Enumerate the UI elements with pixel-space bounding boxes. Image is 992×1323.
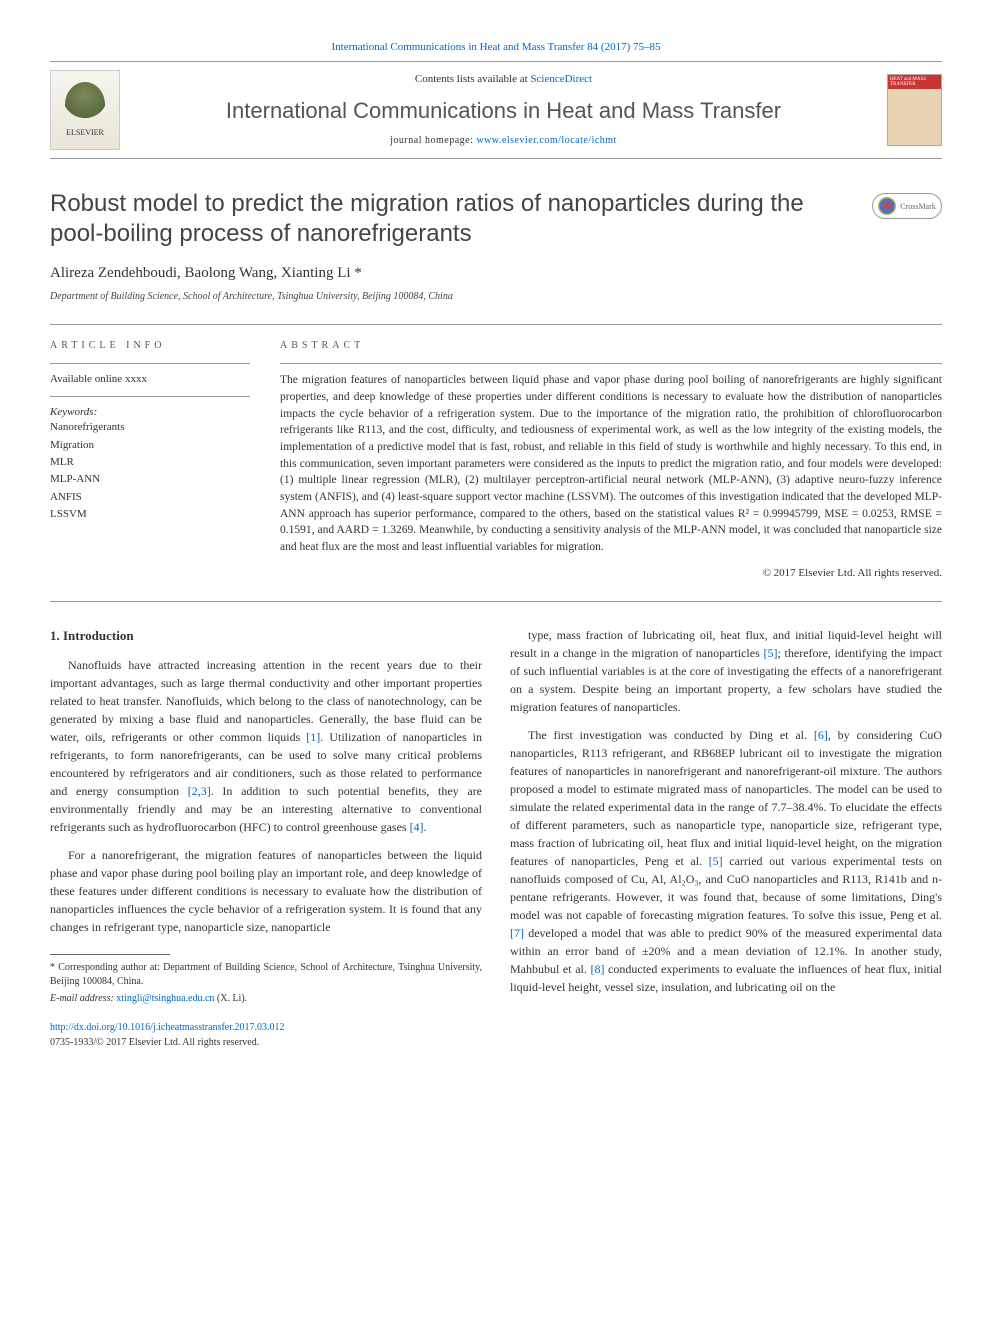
journal-name: International Communications in Heat and… — [135, 96, 872, 127]
crossmark-label: CrossMark — [900, 201, 936, 212]
journal-cover-thumb: HEAT and MASS TRANSFER — [887, 74, 942, 146]
email-label: E-mail address: — [50, 993, 116, 1004]
keyword: LSSVM — [50, 507, 250, 522]
elsevier-label: ELSEVIER — [66, 127, 104, 138]
email-line: E-mail address: xtingli@tsinghua.edu.cn … — [50, 992, 482, 1006]
body-paragraph: Nanofluids have attracted increasing att… — [50, 656, 482, 836]
homepage-link[interactable]: www.elsevier.com/locate/ichmt — [476, 135, 616, 146]
cover-label: HEAT and MASS TRANSFER — [890, 77, 939, 87]
corresponding-author: * Corresponding author at: Department of… — [50, 961, 482, 989]
article-info: article info Available online xxxx Keywo… — [50, 339, 250, 581]
crossmark-icon — [878, 197, 896, 215]
elsevier-logo: ELSEVIER — [50, 70, 120, 150]
info-abstract-row: article info Available online xxxx Keywo… — [50, 324, 942, 581]
body-paragraph: The first investigation was conducted by… — [510, 726, 942, 996]
journal-header: ELSEVIER Contents lists available at Sci… — [50, 61, 942, 159]
abstract: abstract The migration features of nanop… — [280, 339, 942, 581]
contents-prefix: Contents lists available at — [415, 73, 530, 85]
header-center: Contents lists available at ScienceDirec… — [120, 72, 887, 148]
doi-link[interactable]: http://dx.doi.org/10.1016/j.icheatmasstr… — [50, 1022, 285, 1033]
abstract-text: The migration features of nanoparticles … — [280, 372, 942, 555]
body-paragraph: For a nanorefrigerant, the migration fea… — [50, 846, 482, 936]
journal-homepage: journal homepage: www.elsevier.com/locat… — [135, 134, 872, 148]
email-link[interactable]: xtingli@tsinghua.edu.cn — [116, 993, 214, 1004]
footnote-rule — [50, 954, 170, 955]
contents-line: Contents lists available at ScienceDirec… — [135, 72, 872, 87]
crossmark-badge[interactable]: CrossMark — [872, 193, 942, 219]
article-title: Robust model to predict the migration ra… — [50, 189, 852, 249]
affiliation: Department of Building Science, School o… — [50, 290, 942, 304]
keyword: Nanorefrigerants — [50, 420, 250, 435]
keyword: MLP-ANN — [50, 472, 250, 487]
abstract-copyright: © 2017 Elsevier Ltd. All rights reserved… — [280, 566, 942, 581]
header-citation-link[interactable]: International Communications in Heat and… — [331, 41, 660, 53]
sciencedirect-link[interactable]: ScienceDirect — [530, 73, 592, 85]
available-online: Available online xxxx — [50, 372, 250, 387]
authors: Alireza Zendehboudi, Baolong Wang, Xiant… — [50, 263, 942, 284]
issn-copyright: 0735-1933/© 2017 Elsevier Ltd. All right… — [50, 1037, 259, 1048]
header-citation: International Communications in Heat and… — [50, 40, 942, 55]
keyword: ANFIS — [50, 490, 250, 505]
doi-block: http://dx.doi.org/10.1016/j.icheatmasstr… — [50, 1020, 482, 1050]
article-info-label: article info — [50, 339, 250, 353]
rule — [50, 396, 250, 397]
keywords-label: Keywords: — [50, 405, 250, 420]
email-suffix: (X. Li). — [214, 993, 247, 1004]
abstract-label: abstract — [280, 339, 942, 353]
keyword: MLR — [50, 455, 250, 470]
keyword: Migration — [50, 438, 250, 453]
rule — [280, 363, 942, 364]
footnote-block: * Corresponding author at: Department of… — [50, 954, 482, 1050]
section-heading-intro: 1. Introduction — [50, 626, 482, 646]
body-columns: 1. Introduction Nanofluids have attracte… — [50, 626, 942, 1050]
rule — [50, 363, 250, 364]
section-divider — [50, 601, 942, 602]
elsevier-tree-icon — [65, 82, 105, 127]
body-paragraph: type, mass fraction of lubricating oil, … — [510, 626, 942, 716]
homepage-prefix: journal homepage: — [390, 135, 476, 146]
title-row: Robust model to predict the migration ra… — [50, 189, 942, 249]
